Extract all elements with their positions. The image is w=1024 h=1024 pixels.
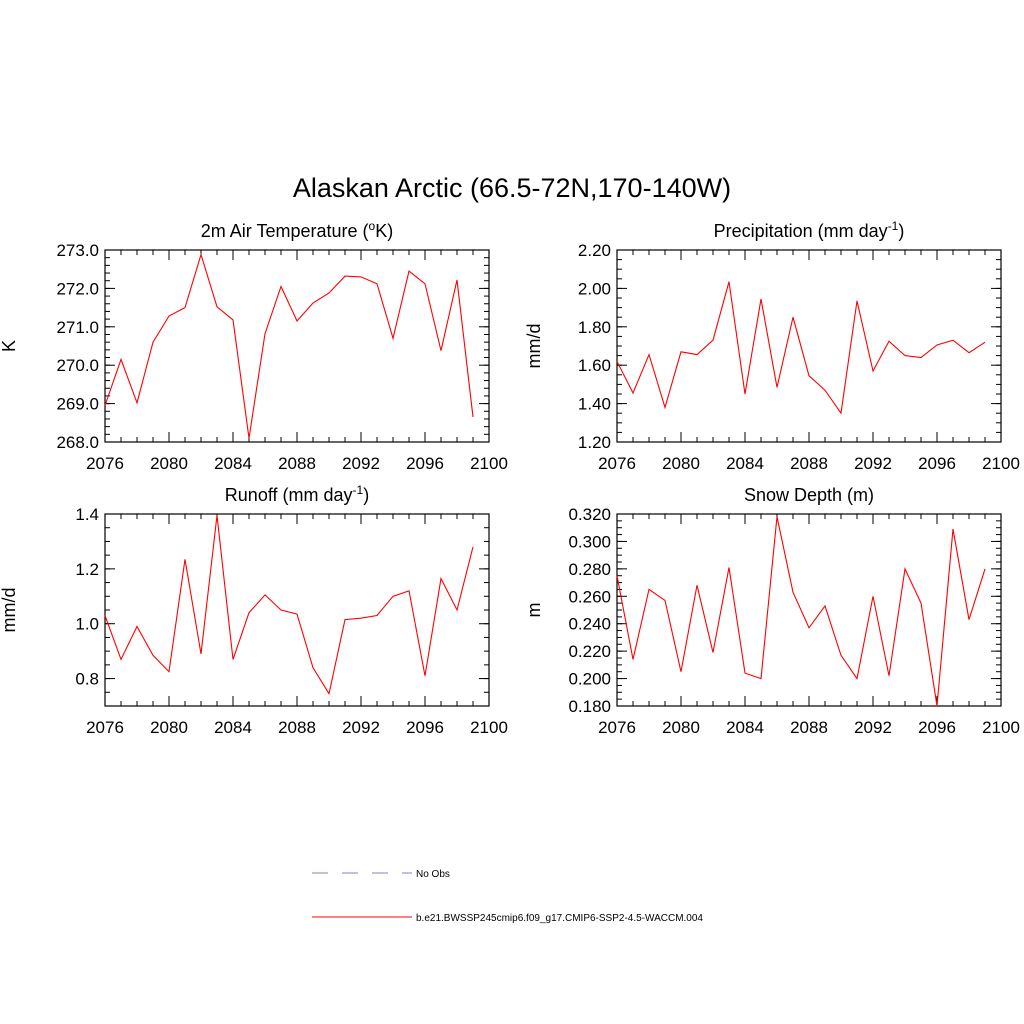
chart-1-y-tick-label: 1.60 xyxy=(578,356,611,375)
chart-3-y-tick-label: 0.320 xyxy=(568,505,611,524)
chart-0-x-tick-label: 2084 xyxy=(214,454,252,473)
chart-3-x-tick-label: 2080 xyxy=(662,718,700,737)
chart-0-x-tick-label: 2088 xyxy=(278,454,316,473)
chart-1-y-axis-label: mm/d xyxy=(524,324,544,369)
chart-2-x-tick-label: 2100 xyxy=(470,718,508,737)
chart-0-x-tick-label: 2076 xyxy=(86,454,124,473)
chart-1-x-tick-label: 2096 xyxy=(918,454,956,473)
chart-0-y-tick-label: 273.0 xyxy=(56,241,99,260)
chart-1-y-tick-label: 1.40 xyxy=(578,395,611,414)
chart-3-series-line-0 xyxy=(616,516,986,707)
chart-0-y-tick-label: 272.0 xyxy=(56,279,99,298)
chart-3-y-tick-label: 0.240 xyxy=(568,615,611,634)
chart-2-title-main: Runoff (mm day xyxy=(225,485,353,505)
chart-0-plot-frame xyxy=(104,249,490,443)
chart-2-series-line-0 xyxy=(104,515,474,696)
chart-2-title: Runoff (mm day-1) xyxy=(225,483,369,505)
chart-3-y-tick-label: 0.220 xyxy=(568,642,611,661)
chart-0-x-tick-label: 2100 xyxy=(470,454,508,473)
chart-3-x-tick-label: 2096 xyxy=(918,718,956,737)
chart-1-y-tick-label: 1.80 xyxy=(578,318,611,337)
legend-label-model-run: b.e21.BWSSP245cmip6.f09_g17.CMIP6-SSP2-4… xyxy=(416,913,703,924)
chart-0-x-tick-label: 2092 xyxy=(342,454,380,473)
chart-0-title-superscript: o xyxy=(369,219,376,233)
chart-3-x-tick-label: 2076 xyxy=(598,718,636,737)
panel-air-temperature: 2076 2080 2084 2088 2092 2096 2100 268.0 269.0 27… xyxy=(0,219,508,473)
chart-0-y-axis-label: K xyxy=(0,340,19,352)
chart-1-plot-frame xyxy=(616,249,1002,443)
chart-3-y-tick-label: 0.260 xyxy=(568,587,611,606)
chart-1-series-line-0 xyxy=(616,281,986,415)
chart-2-y-tick-label: 1.4 xyxy=(75,505,99,524)
chart-1-title: Precipitation (mm day-1) xyxy=(714,219,905,241)
chart-0-series-line-0 xyxy=(104,252,474,439)
chart-2-x-tick-label: 2092 xyxy=(342,718,380,737)
chart-3-x-tick-label: 2092 xyxy=(854,718,892,737)
chart-0-title-main: 2m Air Temperature ( xyxy=(201,221,369,241)
chart-0-y-tick-label: 271.0 xyxy=(56,318,99,337)
chart-1-x-tick-label: 2100 xyxy=(982,454,1020,473)
chart-2-x-tick-label: 2088 xyxy=(278,718,316,737)
chart-0-x-tick-label: 2080 xyxy=(150,454,188,473)
chart-3-y-axis-label: m xyxy=(524,603,544,618)
chart-1-x-tick-label: 2088 xyxy=(790,454,828,473)
chart-1-x-tick-label: 2092 xyxy=(854,454,892,473)
chart-0-title: 2m Air Temperature (oK) xyxy=(201,219,393,241)
chart-0-y-tick-label: 269.0 xyxy=(56,395,99,414)
figure-title: Alaskan Arctic (66.5-72N,170-140W) xyxy=(293,173,731,203)
chart-3-title-main: Snow Depth (m) xyxy=(744,485,874,505)
chart-3-y-tick-label: 0.300 xyxy=(568,532,611,551)
chart-0-x-tick-label: 2096 xyxy=(406,454,444,473)
chart-2-x-tick-label: 2096 xyxy=(406,718,444,737)
chart-2-x-tick-label: 2076 xyxy=(86,718,124,737)
panel-snow-depth: 2076 2080 2084 2088 2092 2096 2100 0.180 0.200 0.… xyxy=(524,485,1020,737)
chart-2-title-superscript: -1 xyxy=(353,483,364,497)
chart-2-plot-frame xyxy=(104,513,490,707)
chart-3-y-tick-label: 0.280 xyxy=(568,560,611,579)
chart-2-x-tick-label: 2084 xyxy=(214,718,252,737)
legend-label-no-obs: No Obs xyxy=(416,869,450,880)
chart-0-title-tail: K) xyxy=(375,221,393,241)
chart-2-y-tick-label: 0.8 xyxy=(75,670,99,689)
chart-3-x-tick-label: 2088 xyxy=(790,718,828,737)
chart-2-y-tick-label: 1.2 xyxy=(75,560,99,579)
chart-3-y-tick-label: 0.200 xyxy=(568,670,611,689)
chart-3-x-tick-label: 2084 xyxy=(726,718,764,737)
chart-1-title-tail: ) xyxy=(898,221,904,241)
chart-1-x-tick-label: 2084 xyxy=(726,454,764,473)
chart-3-plot-frame xyxy=(616,513,1002,707)
chart-2-y-axis-label: mm/d xyxy=(0,588,19,633)
chart-1-y-tick-label: 2.20 xyxy=(578,241,611,260)
chart-1-title-superscript: -1 xyxy=(888,219,899,233)
panel-precipitation: 2076 2080 2084 2088 2092 2096 2100 1.20 1.40 1.60… xyxy=(524,219,1020,473)
chart-1-y-tick-label: 2.00 xyxy=(578,279,611,298)
chart-1-x-tick-label: 2080 xyxy=(662,454,700,473)
chart-1-x-tick-label: 2076 xyxy=(598,454,636,473)
chart-2-y-tick-label: 1.0 xyxy=(75,615,99,634)
chart-1-title-main: Precipitation (mm day xyxy=(714,221,888,241)
chart-2-title-tail: ) xyxy=(363,485,369,505)
chart-0-y-tick-label: 270.0 xyxy=(56,356,99,375)
legend: No Obs b.e21.BWSSP245cmip6.f09_g17.CMIP6… xyxy=(312,869,703,924)
chart-3-x-tick-label: 2100 xyxy=(982,718,1020,737)
chart-3-y-tick-label: 0.180 xyxy=(568,697,611,716)
panel-runoff: 2076 2080 2084 2088 2092 2096 2100 0.8 1.0 1.2 1.4… xyxy=(0,483,508,737)
chart-0-y-tick-label: 268.0 xyxy=(56,433,99,452)
chart-2-x-tick-label: 2080 xyxy=(150,718,188,737)
chart-1-y-tick-label: 1.20 xyxy=(578,433,611,452)
chart-3-title: Snow Depth (m) xyxy=(744,485,874,505)
